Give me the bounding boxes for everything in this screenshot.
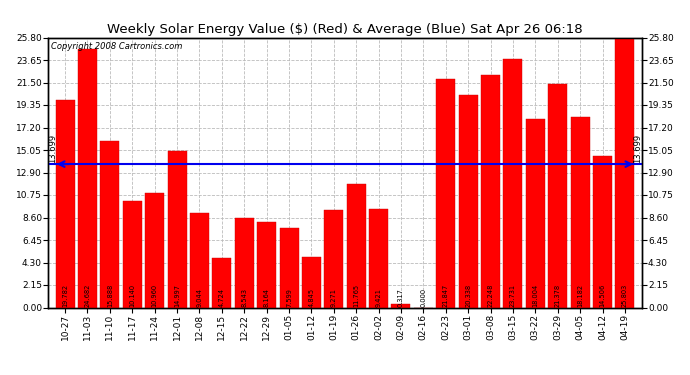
Text: 9.421: 9.421	[375, 288, 382, 307]
Text: 25.803: 25.803	[622, 284, 628, 307]
Bar	[459, 94, 477, 308]
Bar	[100, 141, 119, 308]
Text: 13.699: 13.699	[633, 134, 642, 163]
Text: 8.543: 8.543	[241, 288, 247, 307]
Bar	[302, 257, 321, 307]
Bar	[369, 209, 388, 308]
Text: 14.997: 14.997	[174, 284, 180, 307]
Bar	[279, 228, 299, 308]
Bar	[526, 119, 545, 308]
Bar	[168, 150, 186, 308]
Bar	[391, 304, 411, 307]
Text: 11.765: 11.765	[353, 284, 359, 307]
Text: 20.338: 20.338	[465, 284, 471, 307]
Text: 22.248: 22.248	[488, 283, 493, 307]
Text: 19.782: 19.782	[62, 284, 68, 307]
Text: 13.699: 13.699	[48, 134, 57, 163]
Text: 0.317: 0.317	[398, 288, 404, 307]
Bar	[593, 156, 612, 308]
Text: 7.599: 7.599	[286, 288, 292, 307]
Bar	[549, 84, 567, 308]
Bar	[235, 218, 254, 308]
Text: 23.731: 23.731	[510, 284, 516, 307]
Bar	[571, 117, 590, 308]
Bar	[346, 184, 366, 308]
Text: 10.960: 10.960	[152, 284, 157, 307]
Text: 9.271: 9.271	[331, 288, 337, 307]
Bar	[213, 258, 231, 308]
Text: 18.004: 18.004	[533, 284, 538, 307]
Bar	[78, 49, 97, 308]
Text: 18.182: 18.182	[577, 284, 583, 307]
Bar	[257, 222, 276, 308]
Bar	[190, 213, 209, 308]
Text: 4.845: 4.845	[308, 288, 315, 307]
Text: 24.682: 24.682	[84, 283, 90, 307]
Text: 10.140: 10.140	[129, 284, 135, 307]
Bar	[504, 59, 522, 308]
Bar	[56, 100, 75, 308]
Title: Weekly Solar Energy Value ($) (Red) & Average (Blue) Sat Apr 26 06:18: Weekly Solar Energy Value ($) (Red) & Av…	[107, 23, 583, 36]
Bar	[436, 79, 455, 308]
Text: 21.378: 21.378	[555, 284, 561, 307]
Text: 9.044: 9.044	[197, 288, 202, 307]
Bar	[615, 38, 634, 308]
Bar	[324, 210, 344, 308]
Text: 15.888: 15.888	[107, 284, 113, 307]
Bar	[145, 193, 164, 308]
Text: 4.724: 4.724	[219, 288, 225, 307]
Text: Copyright 2008 Cartronics.com: Copyright 2008 Cartronics.com	[51, 42, 183, 51]
Text: 8.164: 8.164	[264, 288, 270, 307]
Bar	[481, 75, 500, 308]
Bar	[123, 201, 141, 308]
Text: 0.000: 0.000	[420, 288, 426, 307]
Text: 14.506: 14.506	[600, 284, 606, 307]
Text: 21.847: 21.847	[443, 284, 448, 307]
